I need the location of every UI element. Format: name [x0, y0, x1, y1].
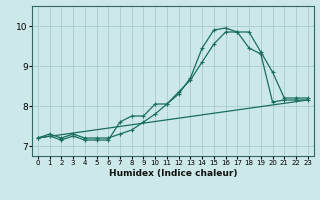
X-axis label: Humidex (Indice chaleur): Humidex (Indice chaleur) — [108, 169, 237, 178]
